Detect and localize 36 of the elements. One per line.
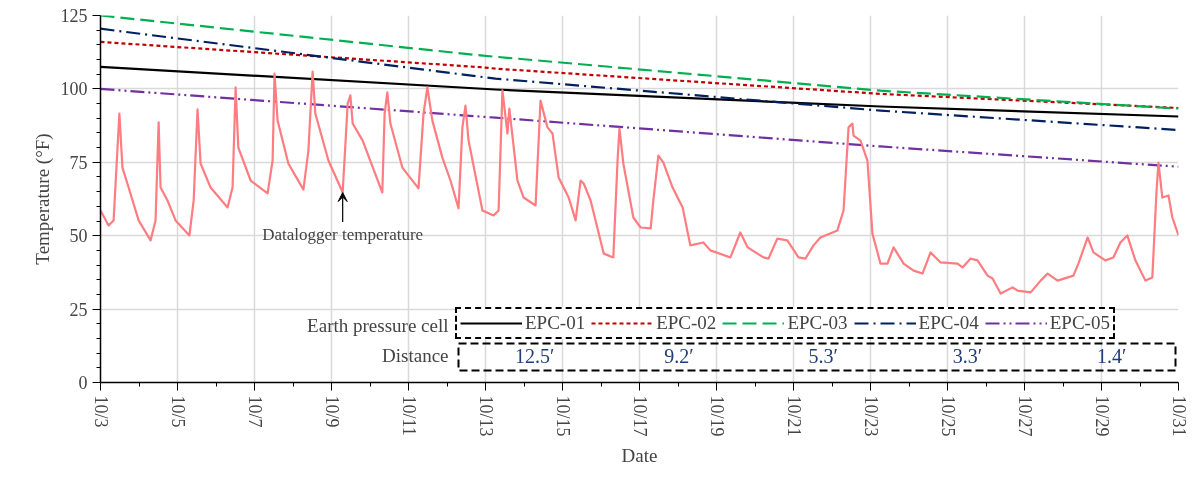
x-tick-label: 10/15 xyxy=(552,395,573,437)
x-tick-label: 10/5 xyxy=(167,395,188,428)
x-tick-label: 10/9 xyxy=(321,395,342,428)
x-tick-label: 10/29 xyxy=(1091,395,1112,437)
x-tick-label: 10/31 xyxy=(1168,395,1189,437)
legend-label: EPC-05 xyxy=(1049,312,1110,334)
legend-label: EPC-04 xyxy=(918,312,979,334)
x-tick-label: 10/17 xyxy=(629,395,650,437)
y-tick-label: 125 xyxy=(60,6,88,26)
annotation: 12.5′ xyxy=(515,344,555,367)
annotation: 5.3′ xyxy=(808,344,838,367)
annotation: 3.3′ xyxy=(952,344,983,367)
annotation: 1.4′ xyxy=(1096,344,1127,367)
x-tick-label: 10/23 xyxy=(860,395,881,437)
x-tick-label: 10/19 xyxy=(706,395,727,437)
x-tick-label: 10/7 xyxy=(244,395,265,428)
x-tick-label: 10/21 xyxy=(783,395,804,437)
annotation: 9.2′ xyxy=(664,344,694,367)
x-tick-label: 10/13 xyxy=(475,395,496,437)
legend-label: EPC-01 xyxy=(525,312,586,334)
y-tick-label: 25 xyxy=(69,299,88,320)
x-tick-label: 10/25 xyxy=(937,395,958,437)
annotation: Datalogger temperature xyxy=(262,224,424,244)
y-tick-label: 50 xyxy=(69,226,88,247)
x-tick-label: 10/3 xyxy=(90,395,111,428)
x-axis-title: Date xyxy=(621,444,658,466)
y-tick-label: 75 xyxy=(69,152,88,173)
x-tick-label: 10/11 xyxy=(398,395,419,436)
legend-title: Earth pressure cell xyxy=(307,314,449,336)
legend-label: EPC-02 xyxy=(656,312,717,334)
y-tick-label: 100 xyxy=(60,79,88,100)
x-tick-label: 10/27 xyxy=(1014,395,1035,437)
annotation: Distance xyxy=(382,344,449,366)
legend-label: EPC-03 xyxy=(787,312,848,334)
y-tick-label: 0 xyxy=(78,373,88,393)
y-axis-title: Temperature (°F) xyxy=(31,133,54,265)
